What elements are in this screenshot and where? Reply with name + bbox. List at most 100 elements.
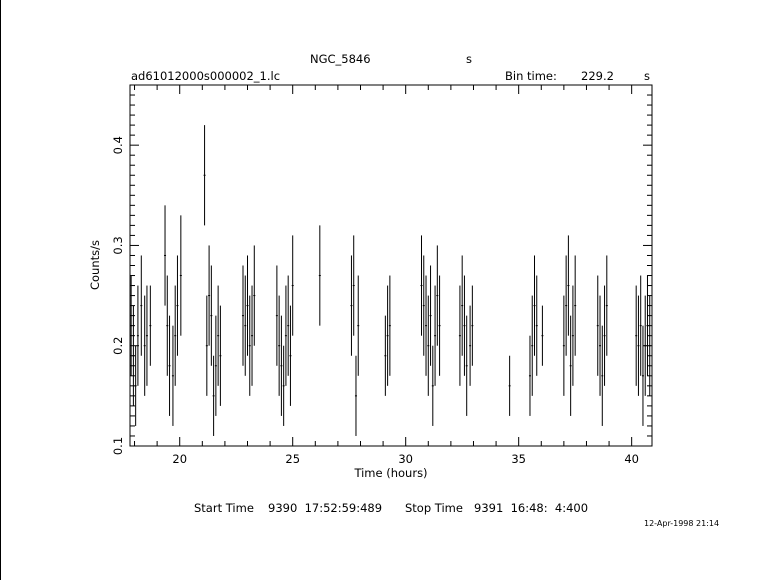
point-marker	[203, 174, 206, 176]
point-marker	[143, 345, 146, 347]
point-marker	[463, 325, 466, 327]
point-marker	[248, 345, 251, 347]
data-point	[601, 325, 604, 426]
data-point	[210, 265, 213, 366]
data-point	[287, 275, 290, 376]
data-point	[431, 345, 434, 426]
data-point	[284, 285, 287, 386]
axis-ticks	[130, 84, 652, 447]
data-point	[174, 285, 177, 386]
point-marker	[574, 305, 577, 307]
data-point	[350, 255, 353, 356]
data-point	[635, 285, 638, 386]
point-marker	[599, 345, 602, 347]
data-point	[291, 235, 294, 336]
point-marker	[284, 335, 287, 337]
data-point	[140, 255, 143, 356]
point-marker	[212, 395, 215, 397]
point-marker	[422, 305, 425, 307]
data-point	[168, 315, 171, 416]
data-point	[212, 355, 215, 436]
data-point	[637, 295, 640, 396]
data-point	[214, 315, 217, 416]
point-marker	[528, 375, 531, 377]
point-marker	[217, 335, 220, 337]
point-marker	[425, 325, 428, 327]
start-time-value: 9390 17:52:59:489	[268, 501, 383, 515]
point-marker	[134, 385, 137, 387]
axis-tick-labels: 20 25 30 35 40 0.1 0.2 0.3 0.4	[111, 136, 639, 466]
data-point	[241, 265, 244, 366]
data-point	[318, 225, 321, 326]
point-marker	[384, 355, 387, 357]
data-point	[567, 235, 570, 336]
point-marker	[508, 385, 511, 387]
date-stamp: 12-Apr-1998 21:14	[644, 519, 720, 528]
point-marker	[605, 305, 608, 307]
data-point	[132, 305, 135, 406]
point-marker	[164, 254, 167, 256]
x-axis-label: Time (hours)	[353, 466, 427, 480]
point-marker	[386, 335, 389, 337]
data-point	[354, 355, 357, 436]
data-point	[425, 275, 428, 376]
point-marker	[140, 305, 143, 307]
data-point	[434, 285, 437, 386]
point-marker	[352, 285, 355, 287]
y-tick-label: 0.4	[111, 136, 125, 154]
data-point	[471, 285, 474, 366]
data-point	[143, 295, 146, 396]
x-tick-label: 25	[285, 452, 300, 466]
point-marker	[533, 305, 536, 307]
point-marker	[210, 315, 213, 317]
data-point	[384, 315, 387, 396]
point-marker	[246, 305, 249, 307]
data-point	[508, 355, 511, 416]
x-tick-label: 40	[624, 452, 639, 466]
data-point	[205, 295, 208, 396]
data-point	[461, 255, 464, 356]
data-point	[388, 275, 391, 376]
point-marker	[603, 335, 606, 337]
start-time-label: Start Time	[194, 501, 254, 515]
point-marker	[569, 365, 572, 367]
data-point	[429, 265, 432, 366]
point-marker	[571, 335, 574, 337]
data-point	[219, 305, 222, 406]
data-point	[436, 245, 439, 346]
y-tick-label: 0.3	[111, 236, 125, 254]
data-point	[136, 285, 139, 386]
point-marker	[637, 345, 640, 347]
data-point	[469, 305, 472, 386]
stop-time-label: Stop Time	[405, 501, 463, 515]
point-marker	[469, 345, 472, 347]
data-point	[528, 335, 531, 416]
point-marker	[219, 355, 222, 357]
data-point	[253, 245, 256, 346]
object-name: NGC_5846	[310, 52, 371, 66]
data-point	[208, 245, 211, 346]
point-marker	[280, 365, 283, 367]
file-name: ad61012000s000002_1.lc	[131, 69, 281, 83]
point-marker	[436, 295, 439, 297]
object-unit: s	[466, 52, 472, 66]
data-point	[203, 125, 206, 226]
data-point	[596, 275, 599, 376]
data-point	[639, 275, 642, 376]
data-point	[386, 285, 389, 386]
data-point	[352, 235, 355, 336]
data-point	[438, 275, 441, 376]
data-point	[569, 315, 572, 416]
data-point	[278, 295, 281, 396]
point-marker	[278, 345, 281, 347]
data-point	[130, 275, 133, 376]
data-point	[427, 295, 430, 396]
point-marker	[429, 315, 432, 317]
point-marker	[471, 325, 474, 327]
data-point	[171, 325, 174, 426]
point-marker	[388, 325, 391, 327]
data-point	[145, 285, 148, 386]
data-point	[134, 345, 137, 426]
point-marker	[567, 285, 570, 287]
